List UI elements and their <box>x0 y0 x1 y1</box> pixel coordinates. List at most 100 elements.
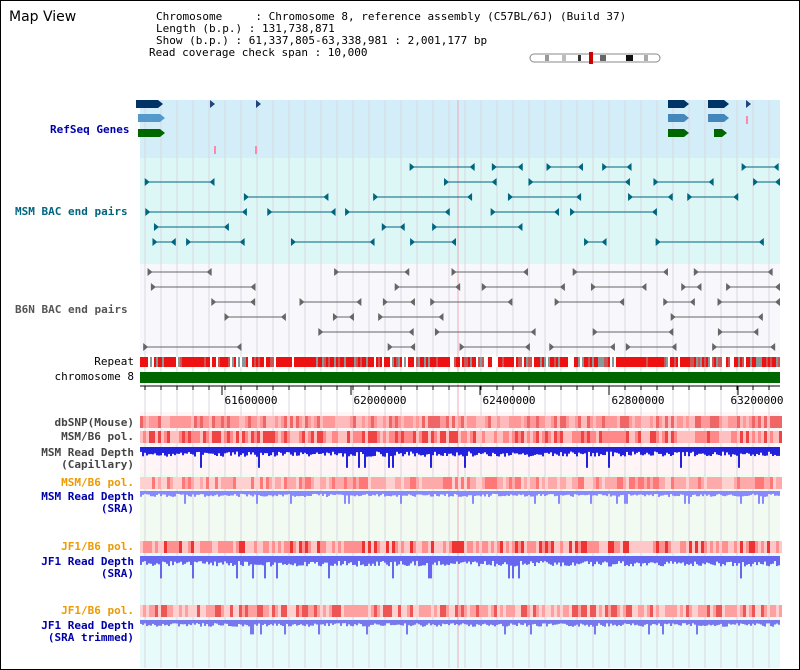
msm-pol2-segment <box>206 477 209 489</box>
label-msm-depth-capillary[interactable]: MSM Read Depth (Capillary) <box>41 447 134 471</box>
repeat-segment <box>620 357 622 367</box>
msm-capillary-depth-bar <box>682 447 684 453</box>
repeat-segment <box>178 357 180 367</box>
msm-capillary-depth-bar <box>714 447 716 453</box>
msm-capillary-depth-bar <box>496 447 498 457</box>
msm-sra-depth-bar <box>444 491 446 496</box>
repeat-segment <box>644 357 646 367</box>
jf1-pol2-segment <box>749 605 752 617</box>
msm-pol-segment <box>602 431 605 443</box>
label-msm-bac[interactable]: MSM BAC end pairs <box>15 205 128 218</box>
jf1-sra-depth-bar <box>294 556 296 564</box>
jf1-trimmed-depth-bar <box>410 620 412 627</box>
msm-capillary-depth-bar <box>526 447 528 455</box>
msm-pol-segment <box>191 431 194 443</box>
jf1-pol-segment <box>773 541 776 553</box>
msm-capillary-depth-bar <box>566 447 568 457</box>
b6n-bac-pair-end <box>641 283 647 291</box>
dbsnp-segment <box>269 416 272 428</box>
label-msm-pol-1[interactable]: MSM/B6 pol. <box>61 430 134 443</box>
jf1-pol2-segment <box>182 605 185 617</box>
msm-pol-segment <box>695 431 698 443</box>
jf1-sra-depth-bar <box>530 556 532 562</box>
dbsnp-segment <box>482 416 485 428</box>
repeat-segment <box>348 357 350 367</box>
jf1-trimmed-depth-bar <box>192 620 194 624</box>
msm-sra-depth-bar <box>342 491 344 496</box>
jf1-trimmed-depth-bar <box>342 620 344 624</box>
jf1-sra-depth-bar <box>190 556 192 565</box>
jf1-sra-depth-bar <box>216 556 218 567</box>
repeat-segment <box>240 357 242 367</box>
label-msm-depth-sra[interactable]: MSM Read Depth (SRA) <box>41 491 134 515</box>
msm-pol2-segment <box>719 477 722 489</box>
repeat-segment <box>628 357 630 367</box>
msm-pol-segment <box>494 431 497 443</box>
refseq-tick <box>214 146 216 154</box>
msm-capillary-depth-bar <box>320 447 322 454</box>
dbsnp-segment <box>413 416 416 428</box>
msm-sra-depth-bar <box>414 491 416 497</box>
label-jf1-pol-2[interactable]: JF1/B6 pol. <box>61 604 134 617</box>
chromosome-ideogram[interactable] <box>529 52 661 64</box>
label-jf1-pol-1[interactable]: JF1/B6 pol. <box>61 540 134 553</box>
msm-capillary-depth-bar <box>186 447 188 454</box>
axis-tick-label: 61600000 <box>225 394 278 407</box>
msm-pol-segment <box>281 431 284 443</box>
label-jf1-depth-trimmed[interactable]: JF1 Read Depth (SRA trimmed) <box>41 620 134 644</box>
msm-capillary-depth-bar <box>394 447 396 456</box>
jf1-sra-depth-bar <box>278 556 280 563</box>
msm-sra-depth-bar <box>556 491 558 496</box>
repeat-segment <box>750 357 752 367</box>
repeat-segment <box>764 357 766 367</box>
dbsnp-segment <box>182 416 185 428</box>
jf1-pol-segment <box>452 541 455 553</box>
msm-sra-depth-bar <box>364 491 366 495</box>
msm-capillary-depth-bar <box>580 447 582 454</box>
refseq-gene-mark <box>746 100 751 108</box>
refseq-gene <box>708 100 724 108</box>
jf1-pol2-segment <box>254 605 257 617</box>
jf1-trimmed-depth-bar <box>146 620 148 627</box>
jf1-pol2-segment <box>761 605 764 617</box>
jf1-sra-depth-bar <box>622 556 624 562</box>
msm-capillary-depth-bar <box>178 447 180 454</box>
label-dbsnp[interactable]: dbSNP(Mouse) <box>54 416 134 429</box>
repeat-segment <box>142 357 144 367</box>
jf1-sra-depth-bar <box>532 556 534 564</box>
repeat-segment <box>246 357 248 367</box>
msm-capillary-depth-bar <box>390 447 392 457</box>
repeat-segment <box>542 357 544 367</box>
msm-pol-segment <box>650 431 653 443</box>
b6n-bac-pair-end <box>150 283 156 291</box>
msm-sra-depth-bar <box>762 491 764 504</box>
jf1-sra-depth-bar <box>758 556 760 563</box>
repeat-segment <box>212 357 214 367</box>
repeat-segment <box>688 357 690 367</box>
dbsnp-segment <box>698 416 701 428</box>
repeat-segment <box>496 357 498 367</box>
jf1-sra-depth-bar <box>586 556 588 562</box>
msm-pol2-segment <box>563 477 566 489</box>
dbsnp-segment <box>773 416 776 428</box>
label-b6n-bac[interactable]: B6N BAC end pairs <box>15 303 128 316</box>
repeat-segment <box>524 357 526 367</box>
label-jf1-depth-sra[interactable]: JF1 Read Depth (SRA) <box>41 556 134 580</box>
jf1-trimmed-depth-bar <box>226 620 228 624</box>
msm-capillary-depth-bar <box>252 447 254 453</box>
jf1-trimmed-depth-bar <box>168 620 170 627</box>
dbsnp-segment <box>152 416 155 428</box>
label-msm-pol-2[interactable]: MSM/B6 pol. <box>61 476 134 489</box>
b6n-bac-pair-end <box>250 298 256 306</box>
repeat-segment <box>332 357 334 367</box>
msm-capillary-depth-bar <box>148 447 150 455</box>
label-refseq-genes[interactable]: RefSeq Genes <box>50 123 130 136</box>
msm-pol-segment <box>779 431 782 443</box>
jf1-pol2-segment <box>539 605 542 617</box>
jf1-sra-depth-bar <box>738 556 740 564</box>
msm-capillary-depth-bar <box>492 447 494 453</box>
dbsnp-segment <box>404 416 407 428</box>
jf1-sra-depth-bar <box>438 556 440 562</box>
jf1-trimmed-depth-bar <box>324 620 326 626</box>
jf1-sra-depth-bar <box>234 556 236 565</box>
